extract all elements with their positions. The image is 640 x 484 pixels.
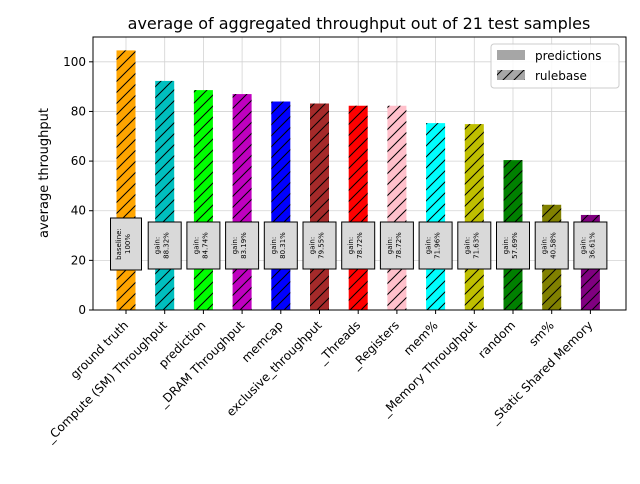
bar-hatch <box>271 101 291 310</box>
annotation-value: 83.19% <box>240 232 248 259</box>
gain-annotation-box <box>110 217 142 271</box>
y-tick-label: 100 <box>63 55 86 69</box>
legend-swatch-hatch <box>497 70 525 80</box>
annotation-caption: gain: <box>309 237 317 254</box>
x-tick-label: sm% <box>526 318 557 349</box>
gain-annotation-box <box>457 221 492 270</box>
bar-hatch <box>155 80 175 310</box>
annotation-caption: gain: <box>231 237 239 254</box>
annotation-caption: gain: <box>579 237 587 254</box>
gain-annotation-box <box>379 221 414 270</box>
gain-annotation-box <box>225 221 260 270</box>
gain-annotation-box <box>263 221 298 270</box>
annotation-caption: gain: <box>154 237 162 254</box>
annotation-value: 78.72% <box>356 232 364 259</box>
annotation-value: 40.58% <box>550 232 558 259</box>
annotation-caption: gain: <box>502 237 510 254</box>
gain-annotation-box <box>418 221 453 270</box>
annotation-caption: gain: <box>270 237 278 254</box>
y-tick-label: 20 <box>71 253 86 267</box>
annotation-value: 88.32% <box>163 232 171 259</box>
annotation-value: 100% <box>124 234 132 254</box>
bar-hatch <box>348 105 368 310</box>
gain-annotation-box <box>186 221 221 270</box>
bar-hatch <box>193 90 213 311</box>
y-tick-label: 40 <box>71 204 86 218</box>
bar-hatch <box>310 103 329 310</box>
gain-annotation-box <box>496 221 530 270</box>
annotation-value: 71.63% <box>472 232 480 259</box>
legend-label: predictions <box>535 49 601 63</box>
gain-annotation-box <box>573 221 608 270</box>
annotation-value: 80.31% <box>279 232 287 259</box>
annotation-value: 78.72% <box>395 232 403 259</box>
y-tick-label: 60 <box>71 154 86 168</box>
annotation-value: 79.55% <box>318 232 326 259</box>
gain-annotation-box <box>341 221 376 270</box>
y-tick-label: 0 <box>78 303 86 317</box>
annotation-caption: baseline: <box>115 228 123 260</box>
annotation-caption: gain: <box>425 237 433 254</box>
bar-hatch <box>232 94 252 310</box>
annotation-caption: gain: <box>463 237 471 254</box>
legend-swatch <box>497 50 525 60</box>
annotation-value: 71.96% <box>434 232 442 259</box>
annotation-value: 36.61% <box>588 232 596 259</box>
x-tick-label: random <box>475 318 518 361</box>
annotation-value: 84.74% <box>201 232 209 259</box>
chart-title: average of aggregated throughput out of … <box>128 14 591 33</box>
bar-hatch <box>464 124 484 310</box>
y-axis-label: average throughput <box>37 108 52 238</box>
annotation-caption: gain: <box>347 237 355 254</box>
bar-hatch <box>426 123 446 311</box>
bar-hatch <box>116 50 136 310</box>
bar-hatch <box>387 105 407 310</box>
gain-annotation-box <box>302 221 337 270</box>
y-tick-label: 80 <box>71 104 86 118</box>
plot-frame <box>92 36 627 311</box>
gain-annotation-box <box>534 221 569 270</box>
annotation-value: 57.69% <box>511 232 519 259</box>
annotation-caption: gain: <box>386 237 394 254</box>
gain-annotation-box <box>147 221 182 270</box>
legend-label: rulebase <box>535 69 587 83</box>
annotation-caption: gain: <box>192 237 200 254</box>
annotation-caption: gain: <box>541 237 549 254</box>
